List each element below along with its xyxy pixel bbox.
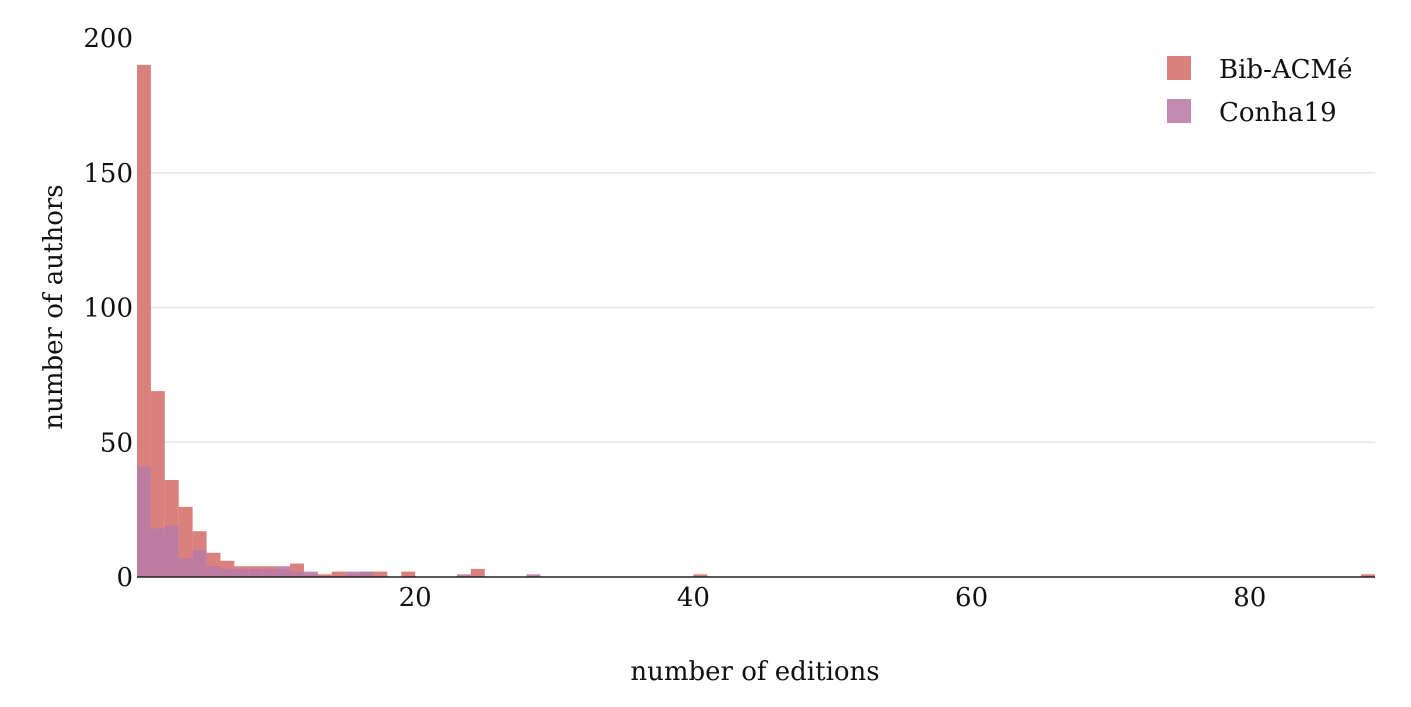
bar-series1-bin-2 [164,525,179,577]
bar-series1-bin-6 [220,568,235,577]
x-tick-labels: 20 40 60 80 [399,583,1267,613]
y-tick-label-0: 0 [116,563,133,593]
x-axis-title: number of editions [630,657,879,687]
x-tick-label-20: 20 [399,583,432,613]
bar-series1-bin-10 [276,566,291,577]
y-tick-label-100: 100 [83,294,133,324]
series-1-bars [137,466,541,577]
legend-swatch-bib-acme [1167,56,1191,80]
series-0-bars [137,64,1375,577]
bar-series1-bin-0 [137,466,151,577]
legend-label-conha19: Conha19 [1219,98,1337,128]
bar-series0-bin-14 [331,571,346,577]
bar-series1-bin-1 [150,528,165,577]
bar-series1-bin-4 [192,550,207,577]
gridlines [137,172,1375,443]
bar-series1-bin-23 [456,574,471,577]
bar-series0-bin-24 [470,568,485,577]
bar-series0-bin-13 [317,574,332,577]
bar-series1-bin-11 [290,571,304,577]
y-tick-label-150: 150 [83,159,133,189]
bar-series1-bin-12 [303,571,318,577]
bar-series0-bin-88 [1361,574,1375,577]
bar-series0-bin-0 [137,64,151,577]
bar-series1-bin-7 [234,568,249,577]
x-tick-label-40: 40 [677,583,710,613]
y-tick-label-200: 200 [83,24,133,54]
legend: Bib-ACMé Conha19 [1167,55,1353,128]
bar-series1-bin-15 [345,571,360,577]
x-tick-label-80: 80 [1233,583,1266,613]
bar-series0-bin-40 [693,574,708,577]
x-tick-label-60: 60 [955,583,988,613]
bar-series1-bin-3 [178,558,193,577]
y-tick-labels: 0 50 100 150 200 [83,24,133,593]
bar-series1-bin-5 [206,566,221,577]
bar-series1-bin-9 [262,568,277,577]
bar-series1-bin-16 [359,571,374,577]
legend-swatch-conha19 [1167,99,1191,123]
y-tick-label-50: 50 [100,428,133,458]
y-axis-title: number of authors [39,184,69,429]
bar-series0-bin-19 [401,571,416,577]
bar-series1-bin-28 [526,574,541,577]
bar-series1-bin-8 [248,568,263,577]
legend-label-bib-acme: Bib-ACMé [1219,55,1353,85]
bar-series0-bin-17 [373,571,388,577]
bars [137,64,1375,577]
